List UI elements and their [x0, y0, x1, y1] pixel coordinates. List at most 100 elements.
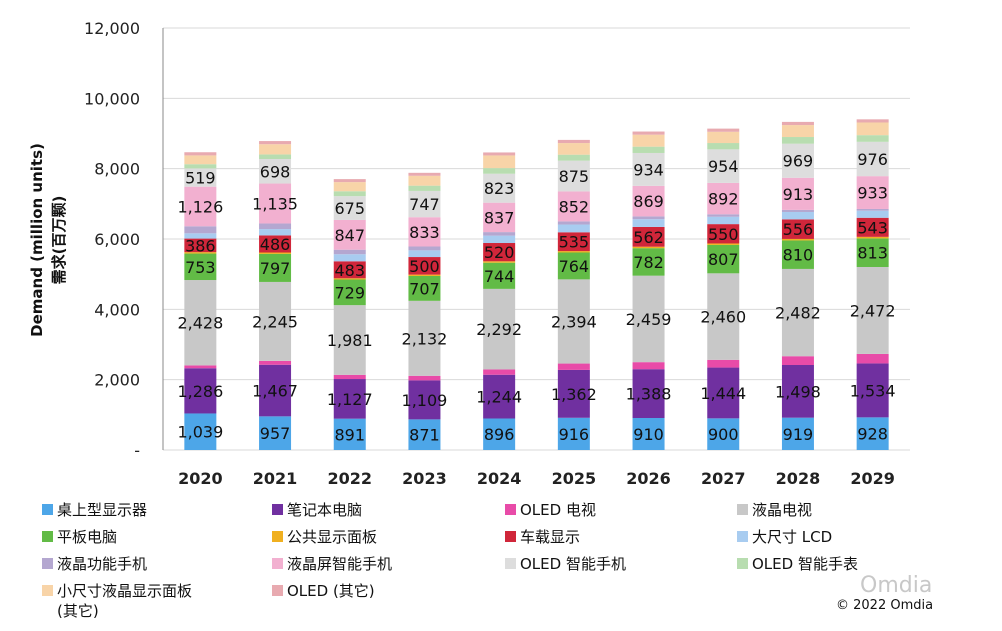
legend-label: OLED 智能手机: [520, 555, 626, 573]
bar-segment: [856, 238, 889, 267]
bar-segment: [781, 211, 814, 220]
legend-label: 液晶屏智能手机: [287, 555, 393, 573]
data-label: 1,467: [252, 382, 298, 401]
bar-segment: [184, 238, 217, 253]
data-label: 519: [185, 169, 216, 188]
bar-segment: [408, 246, 441, 251]
legend-label: OLED 电视: [520, 501, 596, 519]
bar-segment: [856, 363, 889, 418]
bar-segment: [333, 278, 366, 280]
legend-label: 笔记本电脑: [287, 501, 363, 519]
bar-segment: [707, 367, 740, 419]
bar-segment: [259, 281, 292, 361]
legend-swatch: [505, 531, 516, 542]
bar-segment: [259, 235, 292, 253]
data-label: 1,286: [177, 382, 223, 401]
bar-segment: [707, 216, 740, 225]
x-tick-label: 2025: [552, 469, 597, 488]
bar-segment: [781, 137, 814, 144]
legend-swatch: [737, 504, 748, 515]
bar-segment: [184, 252, 217, 254]
data-label: 1,135: [252, 194, 298, 213]
data-label: 916: [559, 425, 590, 444]
data-label: 2,132: [402, 329, 448, 348]
bar-segment: [557, 143, 590, 155]
bar-segment: [184, 365, 217, 369]
data-label: 1,444: [700, 384, 746, 403]
data-label: 747: [409, 195, 440, 214]
bar-segment: [333, 374, 366, 380]
omdia-watermark: Omdia: [860, 573, 933, 598]
data-label: 871: [409, 426, 440, 445]
legend-label: 平板电脑: [57, 528, 118, 546]
data-label: 744: [484, 267, 515, 286]
bar-segment: [259, 183, 292, 224]
bar-segment: [781, 268, 814, 357]
bar-segment: [408, 419, 441, 450]
bar-segment: [333, 219, 366, 250]
data-label: 892: [708, 190, 739, 209]
bar-segment: [483, 155, 516, 169]
bar-segment: [632, 134, 665, 147]
bar-segment: [856, 122, 889, 136]
bar-segment: [781, 356, 814, 366]
bar-segment: [707, 149, 740, 183]
bar-segment: [333, 254, 366, 262]
legend-item: 大尺寸 LCD: [737, 527, 832, 547]
bar-segment: [408, 300, 441, 376]
bar-segment: [632, 417, 665, 450]
legend-swatch: [272, 585, 283, 596]
bar-segment: [856, 210, 889, 218]
bar-segment: [632, 248, 665, 276]
bar-segment: [333, 249, 366, 255]
data-label: 928: [857, 425, 888, 444]
bar-segment: [856, 135, 889, 142]
bar-segment: [632, 226, 665, 247]
bar-segment: [333, 418, 366, 450]
bar-segment: [408, 275, 441, 301]
bar-segment: [707, 273, 740, 360]
legend-item: 液晶功能手机: [42, 554, 147, 574]
data-label: 875: [559, 167, 590, 186]
data-label: 900: [708, 425, 739, 444]
bar-segment: [781, 219, 814, 239]
legend-swatch: [505, 504, 516, 515]
bar-segment: [333, 191, 366, 197]
bar-segment: [184, 155, 217, 165]
bar-segment: [707, 214, 740, 217]
data-label: 1,039: [177, 423, 223, 442]
bar-segment: [632, 216, 665, 220]
bar-segment: [557, 224, 590, 233]
copyright: © 2022 Omdia: [836, 598, 934, 613]
data-label: 1,127: [327, 390, 373, 409]
bar-segment: [184, 280, 217, 366]
bar-segment: [483, 168, 516, 174]
data-label: 1,362: [551, 385, 597, 404]
bar-segment: [557, 417, 590, 450]
bar-segment: [557, 369, 590, 418]
data-label: 386: [185, 236, 216, 255]
bar-segment: [259, 252, 292, 254]
bar-segment: [557, 363, 590, 370]
data-label: 764: [559, 257, 590, 276]
legend-swatch: [737, 531, 748, 542]
bar-segment: [856, 217, 889, 237]
legend-label: OLED (其它): [287, 582, 375, 600]
bar-segment: [333, 261, 366, 279]
data-label: 891: [334, 425, 365, 444]
data-label: 500: [409, 257, 440, 276]
bar-segment: [408, 250, 441, 258]
data-label: 753: [185, 258, 216, 277]
legend-label: 大尺寸 LCD: [752, 528, 833, 546]
bar-segment: [483, 261, 516, 263]
data-label: 797: [260, 259, 291, 278]
data-label: 2,394: [551, 312, 597, 331]
bar-segment: [557, 279, 590, 364]
data-label: 1,981: [327, 331, 373, 350]
bar-segment: [483, 288, 516, 370]
bar-segment: [707, 418, 740, 450]
bar-segment: [483, 418, 516, 450]
data-label: 847: [334, 226, 365, 245]
data-label: 833: [409, 223, 440, 242]
bar-segment: [856, 353, 889, 364]
